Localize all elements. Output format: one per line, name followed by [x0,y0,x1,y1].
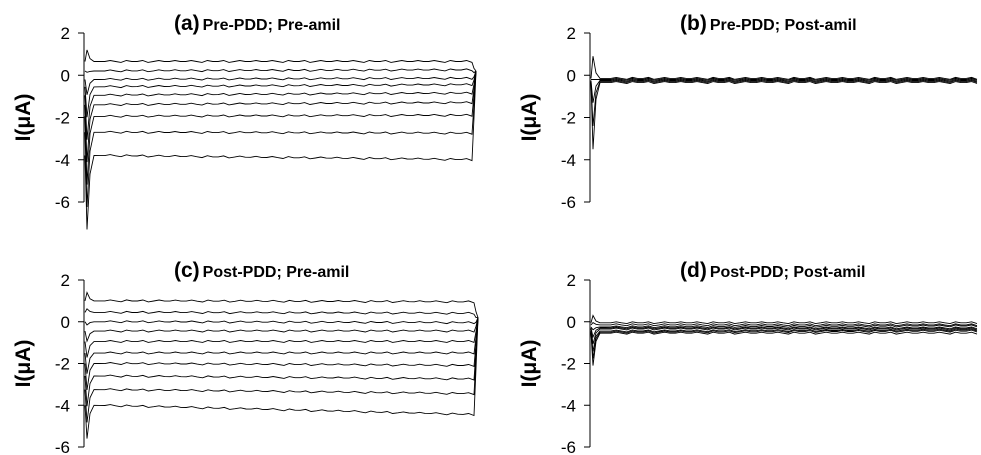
current-trace [590,331,978,366]
current-trace [84,291,479,318]
y-tick-label: -4 [561,151,576,170]
y-tick-label: -6 [55,438,70,455]
panel-a: (a) Pre-PDD; Pre-amil 2 0 -2 -4 -6 I(μA) [12,12,477,230]
current-trace [590,314,978,325]
y-tick-label: 2 [61,271,70,290]
current-trace [591,77,978,81]
current-trace [84,317,479,326]
current-trace [84,68,477,74]
current-trace [84,317,479,407]
current-trace [84,70,477,185]
y-tick-label: 0 [61,313,70,332]
y-tick-label: -6 [55,193,70,212]
panel-title-text: Pre-PDD; Post-amil [710,17,857,34]
current-trace [590,322,978,327]
current-trace [84,49,477,72]
y-tick-label: -6 [561,438,576,455]
current-trace [590,326,978,339]
current-trace [84,70,477,163]
y-tick-label: -4 [55,151,70,170]
y-axis-label: I(μA) [12,94,35,142]
y-tick-label: 0 [567,313,576,332]
y-tick-label: 2 [567,24,576,43]
y-axis-label: I(μA) [518,340,541,388]
current-trace [590,56,978,80]
panel-title-text: Pre-PDD; Pre-amil [203,17,341,34]
panel-c: (c) Post-PDD; Pre-amil 2 0 -2 -4 -6 I(μA) [12,259,479,455]
current-trace [84,317,479,374]
y-tick-label: -2 [561,109,576,128]
y-tick-label: -2 [55,109,70,128]
panel-title: (c) Post-PDD; Pre-amil [174,259,349,282]
current-trace [84,70,477,140]
current-trace [84,317,479,343]
y-tick-label: 0 [61,66,70,85]
current-trace [84,317,479,439]
current-trace [84,70,477,118]
current-trace [84,317,479,423]
y-tick-label: -4 [561,396,576,415]
panel-letter: (b) [680,12,707,35]
panel-title-text: Post-PDD; Pre-amil [203,264,350,281]
y-tick-label: 2 [61,24,70,43]
current-trace [84,308,478,319]
current-trace [84,70,477,230]
y-tick-label: -4 [55,396,70,415]
current-trace [84,70,477,208]
panel-title: (a) Pre-PDD; Pre-amil [174,12,341,35]
panel-letter: (d) [680,259,707,282]
panel-title: (d) Post-PDD; Post-amil [680,259,865,282]
panel-letter: (c) [174,259,200,282]
current-trace [590,327,978,345]
current-trace [590,81,978,150]
current-trace [590,328,978,352]
y-axis-label: I(μA) [12,340,35,388]
y-tick-label: -2 [55,355,70,374]
current-trace [590,329,978,359]
panel-d: (d) Post-PDD; Post-amil 2 0 -2 -4 -6 I(μA) [518,259,978,455]
current-trace [84,317,479,390]
panel-title: (b) Pre-PDD; Post-amil [680,12,857,35]
y-tick-label: 2 [567,271,576,290]
current-trace [590,79,978,103]
current-trace [84,70,477,95]
y-tick-label: -6 [561,193,576,212]
current-trace [590,80,978,127]
y-tick-label: -2 [561,355,576,374]
current-trace [590,324,978,331]
panel-b: (b) Pre-PDD; Post-amil 2 0 -2 -4 -6 I(μA) [518,12,978,212]
y-axis-label: I(μA) [518,94,541,142]
current-trace [84,317,479,358]
y-tick-label: 0 [567,66,576,85]
panel-title-text: Post-PDD; Post-amil [710,264,866,281]
panel-letter: (a) [174,12,200,35]
